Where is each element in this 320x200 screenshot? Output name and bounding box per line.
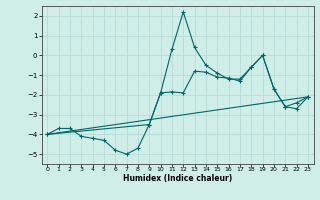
X-axis label: Humidex (Indice chaleur): Humidex (Indice chaleur)	[123, 174, 232, 183]
